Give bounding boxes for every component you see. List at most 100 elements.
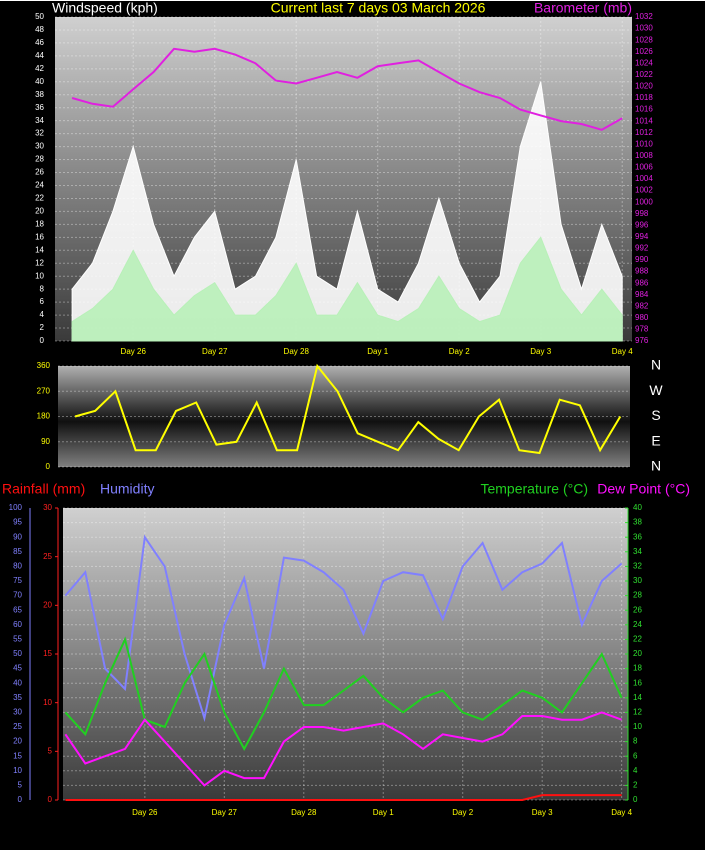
tick-label: 984 [635,290,649,299]
legend-label: Humidity [100,481,154,497]
tick-label: 1030 [635,24,653,33]
tick-label: 2 [633,781,638,790]
tick-label: 24 [633,620,642,629]
tick-label: 42 [35,64,44,73]
tick-label: 12 [35,258,44,267]
tick-label: 980 [635,313,649,322]
tick-label: 20 [35,207,44,216]
tick-label: 0 [40,336,45,345]
tick-label: 1000 [635,197,653,206]
chart-title: Current last 7 days 03 March 2026 [271,0,486,16]
tick-label: 6 [40,297,45,306]
tick-label: 34 [35,116,44,125]
tick-label: 18 [35,219,44,228]
tick-label: 22 [633,635,642,644]
tick-label: 20 [633,649,642,658]
tick-label: 976 [635,336,649,345]
tick-label: 36 [633,532,642,541]
tick-label: 12 [633,708,642,717]
x-tick-label: Day 3 [532,808,553,817]
tick-label: 18 [633,664,642,673]
tick-label: N [651,357,661,373]
tick-label: 1014 [635,116,653,125]
tick-label: N [651,458,661,474]
tick-label: 998 [635,209,649,218]
tick-label: 40 [35,77,44,86]
tick-label: E [651,432,660,448]
tick-label: 36 [35,103,44,112]
tick-label: 8 [40,284,45,293]
tick-label: 1032 [635,12,653,21]
tick-label: 996 [635,220,649,229]
series-line [74,363,622,455]
wind-axis-title: Windspeed (kph) [52,0,158,16]
tick-label: 1028 [635,35,653,44]
tick-label: 6 [633,751,638,760]
tick-label: 44 [35,51,44,60]
tick-label: 32 [35,129,44,138]
x-tick-label: Day 28 [284,347,310,356]
tick-label: 85 [13,547,22,556]
tick-label: 34 [633,547,642,556]
tick-label: 16 [633,678,642,687]
tick-label: 26 [633,605,642,614]
tick-label: 8 [633,737,638,746]
tick-label: 988 [635,267,649,276]
tick-label: 30 [13,708,22,717]
tick-label: 60 [13,620,22,629]
tick-label: 45 [13,664,22,673]
tick-label: 5 [48,746,53,755]
tick-label: 1024 [635,58,653,67]
wind-area [71,236,623,342]
tick-label: 30 [35,142,44,151]
tick-label: 1020 [635,82,653,91]
tick-label: S [651,407,660,423]
wind-area [71,81,623,342]
series-line [64,711,622,787]
tick-label: 28 [35,155,44,164]
tick-label: 982 [635,301,649,310]
tick-label: 4 [633,766,638,775]
tick-label: 25 [13,722,22,731]
x-tick-label: Day 4 [612,347,633,356]
tick-label: 90 [41,437,50,446]
tick-label: 2 [40,323,45,332]
tick-label: 90 [13,532,22,541]
tick-label: 95 [13,518,22,527]
tick-label: 1022 [635,70,653,79]
tick-label: 20 [13,737,22,746]
tick-label: 1026 [635,47,653,56]
tick-label: 46 [35,38,44,47]
tick-label: 15 [43,649,52,658]
tick-label: 24 [35,181,44,190]
tick-label: 180 [37,412,51,421]
tick-label: 360 [37,361,51,370]
tick-label: 986 [635,278,649,287]
tick-label: 5 [18,781,23,790]
x-tick-label: Day 3 [530,347,551,356]
tick-label: 1006 [635,163,653,172]
tick-label: 1012 [635,128,653,137]
tick-label: 14 [633,693,642,702]
legend-label: Dew Point (°C) [597,481,690,497]
tick-label: 30 [633,576,642,585]
x-tick-label: Day 28 [291,808,317,817]
x-tick-label: Day 2 [452,808,473,817]
tick-label: 75 [13,576,22,585]
tick-label: 40 [13,678,22,687]
tick-label: 0 [46,462,51,471]
tick-label: 1008 [635,151,653,160]
tick-label: 14 [35,245,44,254]
tick-label: 994 [635,232,649,241]
x-tick-label: Day 27 [202,347,228,356]
tick-label: 26 [35,168,44,177]
tick-label: 65 [13,605,22,614]
tick-label: 100 [9,503,23,512]
tick-label: 70 [13,591,22,600]
series-line [65,794,622,801]
tick-label: 20 [43,600,52,609]
tick-label: 22 [35,194,44,203]
series-line [64,534,623,723]
tick-label: 38 [633,518,642,527]
